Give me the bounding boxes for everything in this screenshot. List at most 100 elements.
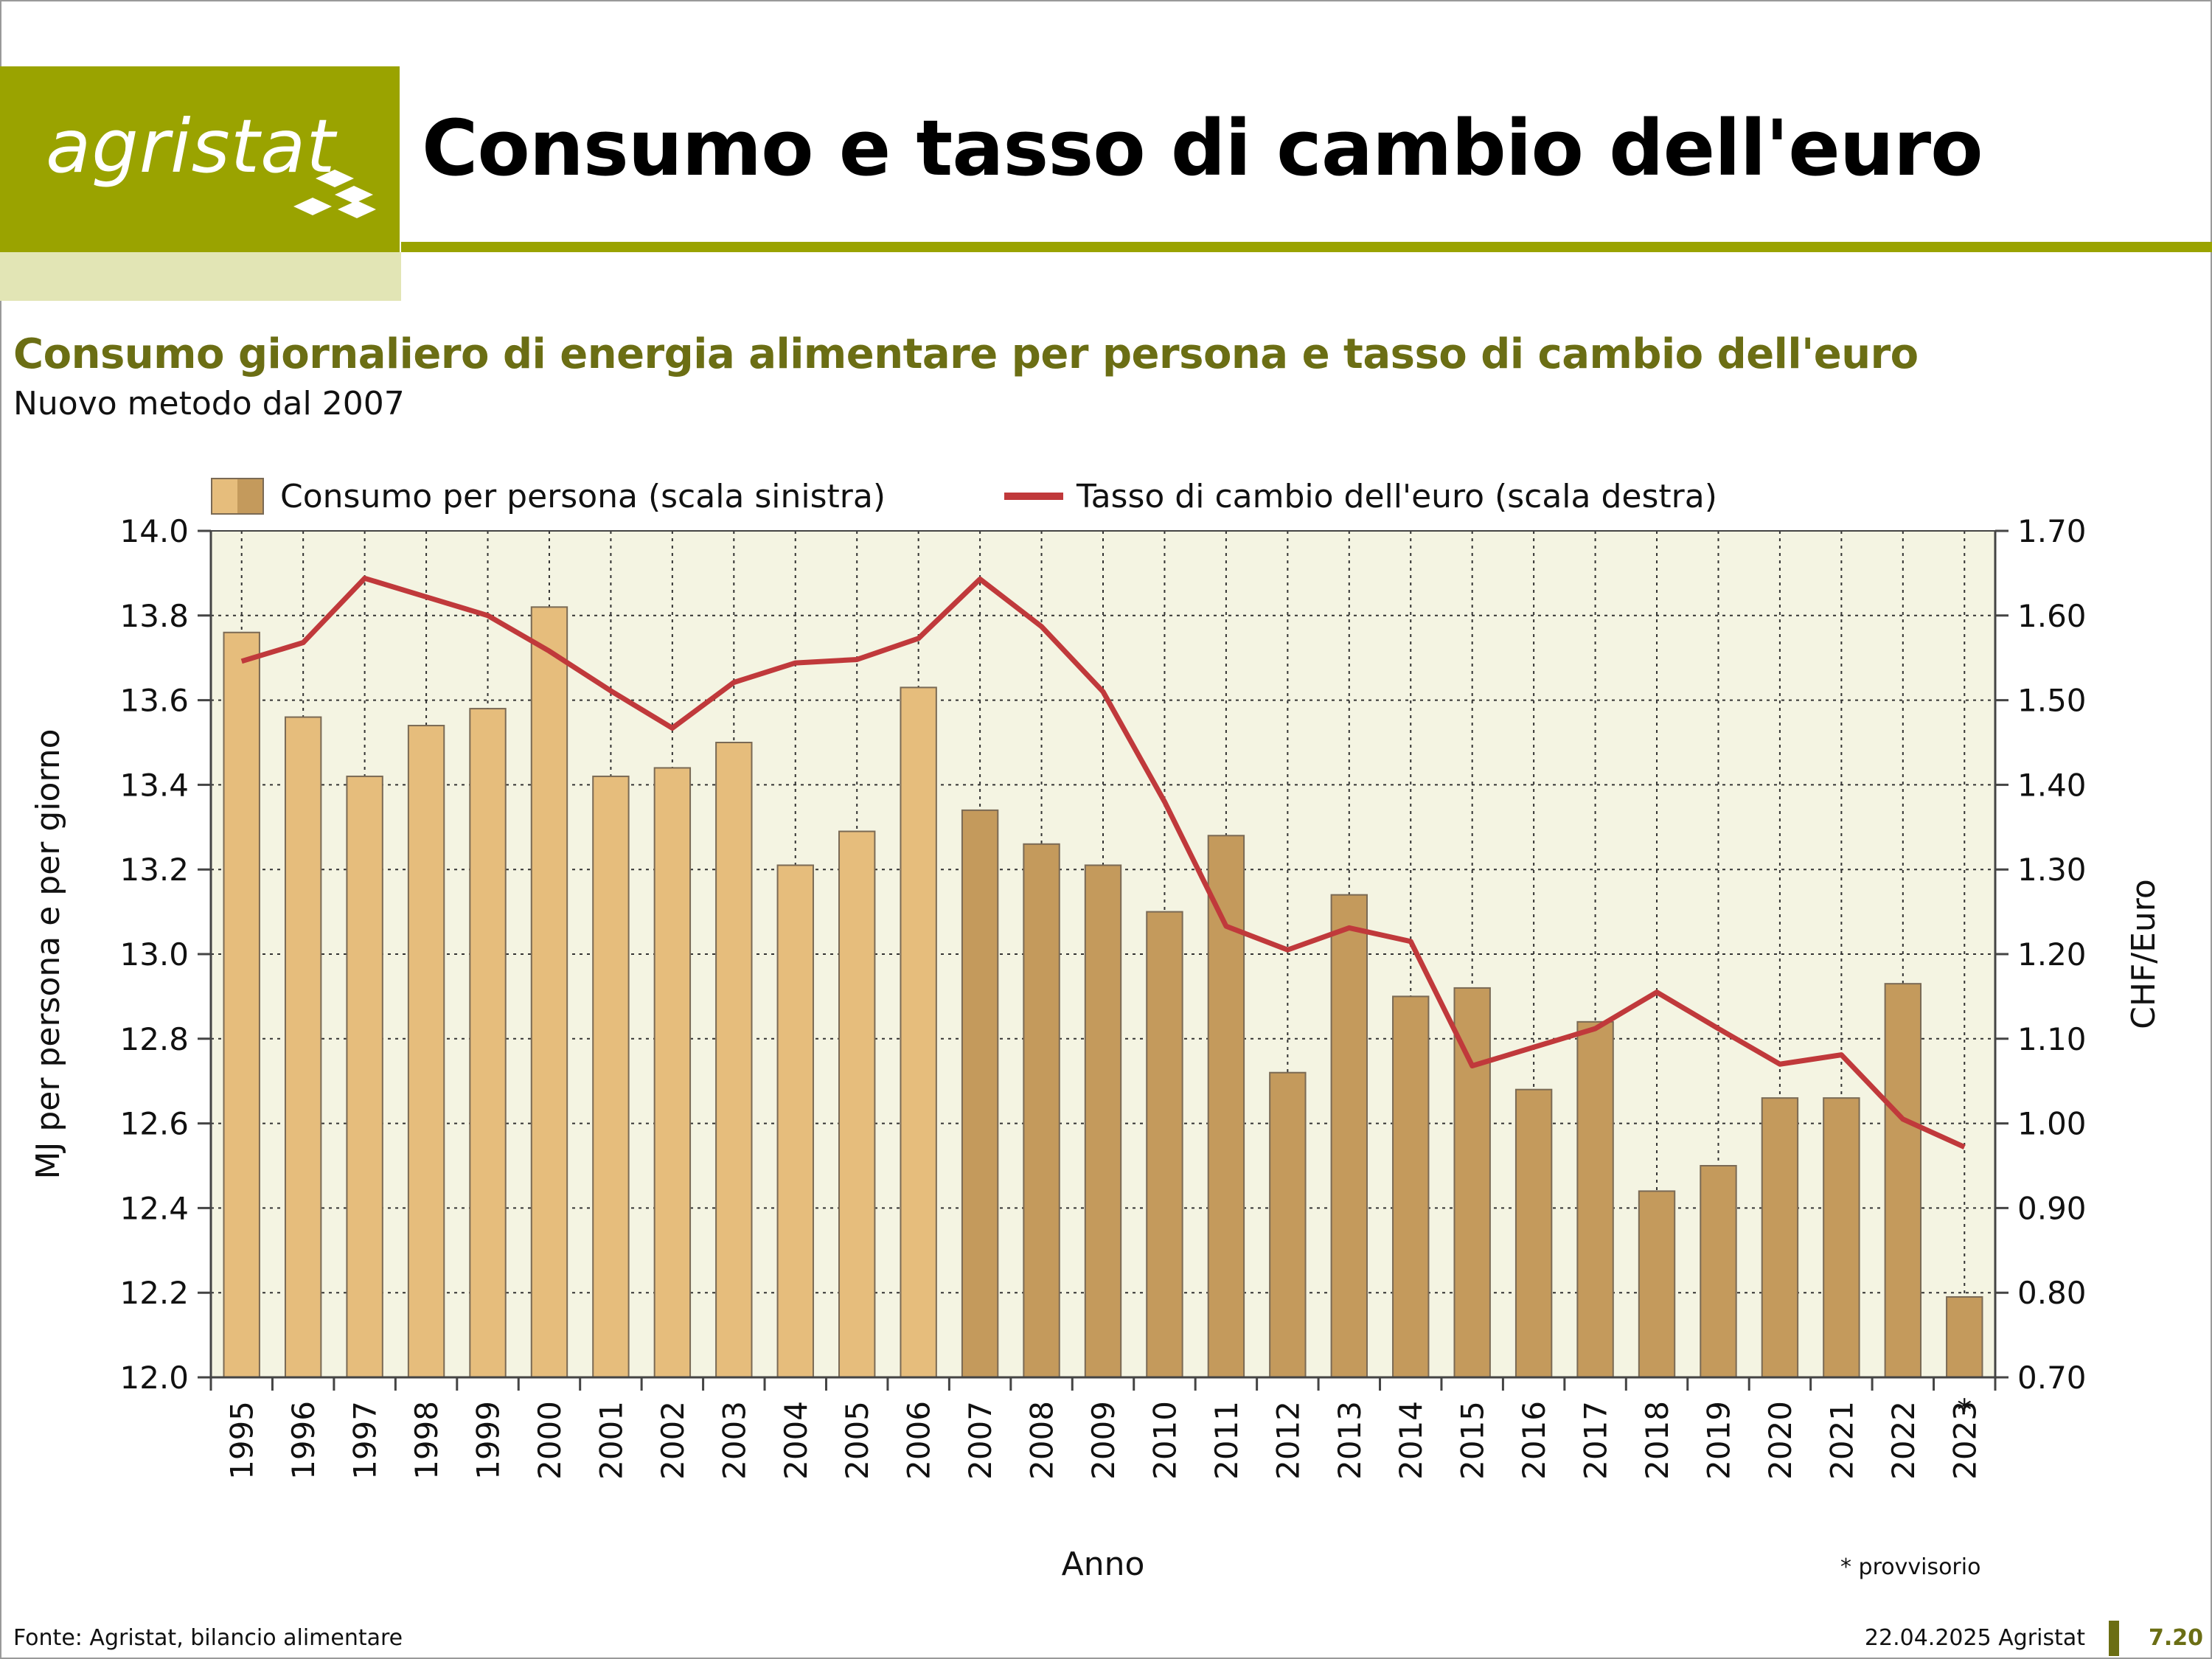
x-tick-label: 1998: [408, 1401, 445, 1480]
bar-2005: [838, 830, 876, 1379]
y-tick-label-left: 13.0: [119, 936, 189, 973]
bar-2016: [1514, 1088, 1553, 1379]
x-tick-label: 2020: [1762, 1401, 1798, 1480]
x-tick-label: 2017: [1578, 1401, 1614, 1480]
bar-2019: [1700, 1165, 1737, 1378]
y-axis-title-left: MJ per persona e per giorno: [29, 728, 67, 1179]
bar-2015: [1453, 987, 1491, 1379]
bar-2013: [1330, 894, 1368, 1378]
page-title: Consumo e tasso di cambio dell'euro: [422, 103, 1983, 193]
logo-shadow: [0, 252, 401, 301]
y-tick-label-left: 14.0: [119, 513, 189, 549]
x-axis-title: Anno: [1062, 1545, 1145, 1583]
y-tick-label-right: 1.50: [2017, 683, 2087, 719]
x-tick-label: 1995: [224, 1401, 260, 1480]
footer-source: Fonte: Agristat, bilancio alimentare: [13, 1625, 403, 1651]
logo-text: agristat: [46, 103, 336, 189]
bar-2010: [1146, 911, 1183, 1378]
bar-1995: [223, 631, 260, 1378]
bar-2022: [1884, 983, 1922, 1379]
bar-2002: [653, 767, 692, 1378]
x-tick-label: 2003: [716, 1401, 752, 1480]
bar-1996: [284, 716, 322, 1378]
y-tick-label-right: 1.60: [2017, 598, 2087, 634]
footer-date: 22.04.2025 Agristat: [1864, 1625, 2085, 1651]
bar-2023: [1946, 1295, 1983, 1378]
bar-2004: [776, 864, 814, 1378]
y-tick-label-left: 12.2: [119, 1275, 189, 1311]
y-tick-label-left: 12.6: [119, 1106, 189, 1142]
exchange-rate-line: [240, 575, 1966, 1150]
y-tick-label-left: 12.4: [119, 1190, 189, 1226]
y-tick-label-right: 1.10: [2017, 1021, 2087, 1057]
y-tick-label-right: 0.90: [2017, 1190, 2087, 1226]
bar-2003: [715, 742, 753, 1378]
y-tick-label-right: 1.20: [2017, 936, 2087, 973]
x-tick-label: 2002: [655, 1401, 691, 1480]
bar-2014: [1392, 995, 1430, 1378]
legend-label-exchange-rate: Tasso di cambio dell'euro (scala destra): [1077, 477, 1717, 515]
swatch-old-method: [212, 479, 237, 513]
x-tick-label: 2000: [532, 1401, 568, 1480]
bar-2009: [1084, 864, 1122, 1378]
x-tick-label: 2015: [1455, 1401, 1491, 1480]
x-tick-label: 2004: [778, 1401, 814, 1480]
bar-2011: [1207, 835, 1245, 1378]
y-tick-label-left: 13.8: [119, 598, 189, 634]
y-tick-label-right: 1.70: [2017, 513, 2087, 549]
bar-2018: [1638, 1190, 1676, 1378]
x-tick-label: 2001: [593, 1401, 629, 1480]
x-tick-label: 1996: [285, 1401, 321, 1480]
y-tick-label-left: 13.4: [119, 767, 189, 803]
x-tick-label: 2013: [1332, 1401, 1368, 1480]
x-tick-label: 2021: [1823, 1401, 1860, 1480]
y-tick-label-left: 13.6: [119, 683, 189, 719]
x-tick-label: 2011: [1208, 1401, 1245, 1480]
x-tick-label: 2023: [1947, 1401, 1983, 1480]
y-tick-label-right: 0.70: [2017, 1360, 2087, 1396]
chart-title: Consumo giornaliero di energia alimentar…: [13, 330, 1919, 378]
x-tick-label: 2005: [839, 1401, 875, 1480]
x-tick-label: 2010: [1147, 1401, 1183, 1480]
y-tick-label-left: 13.2: [119, 852, 189, 888]
y-tick-label-right: 1.30: [2017, 852, 2087, 888]
x-tick-label: 2019: [1700, 1401, 1736, 1480]
legend-label-consumption: Consumo per persona (scala sinistra): [280, 477, 886, 515]
logo-box: [0, 66, 400, 252]
bar-2012: [1269, 1071, 1307, 1378]
legend-item-consumption: Consumo per persona (scala sinistra): [211, 473, 886, 519]
y-tick-label-right: 1.00: [2017, 1106, 2087, 1142]
legend-item-exchange-rate: Tasso di cambio dell'euro (scala destra): [1004, 473, 1717, 519]
x-tick-label: 2009: [1085, 1401, 1121, 1480]
x-tick-label: 2018: [1639, 1401, 1675, 1480]
x-tick-label: 2014: [1393, 1401, 1429, 1480]
bar-2017: [1576, 1020, 1614, 1378]
bar-1999: [469, 708, 507, 1378]
page-number: 7.20: [2149, 1625, 2204, 1651]
x-tick-label: 1999: [470, 1401, 507, 1480]
header-rule: [401, 242, 2212, 252]
legend-bar-swatch: [211, 478, 264, 515]
x-tick-label: 2007: [962, 1401, 998, 1480]
bar-1997: [346, 775, 383, 1379]
bar-2020: [1761, 1097, 1799, 1379]
bar-2006: [900, 686, 937, 1378]
x-tick-label: 2022: [1885, 1401, 1921, 1480]
x-tick-label: 2008: [1024, 1401, 1060, 1480]
provisional-marker: *: [1957, 1394, 1972, 1427]
y-tick-label-right: 1.40: [2017, 767, 2087, 803]
footer-divider: [2109, 1621, 2119, 1656]
bar-2000: [530, 606, 568, 1379]
bar-2021: [1823, 1097, 1860, 1379]
bar-1998: [407, 725, 445, 1378]
y-tick-label-right: 0.80: [2017, 1275, 2087, 1311]
x-tick-label: 2012: [1270, 1401, 1306, 1480]
chart-subtitle: Nuovo metodo dal 2007: [13, 385, 405, 422]
bar-2001: [592, 775, 630, 1379]
provisional-note: * provvisorio: [1840, 1554, 1981, 1580]
x-tick-label: 1997: [347, 1401, 383, 1480]
x-tick-label: 2006: [901, 1401, 937, 1480]
swatch-new-method: [237, 479, 262, 513]
